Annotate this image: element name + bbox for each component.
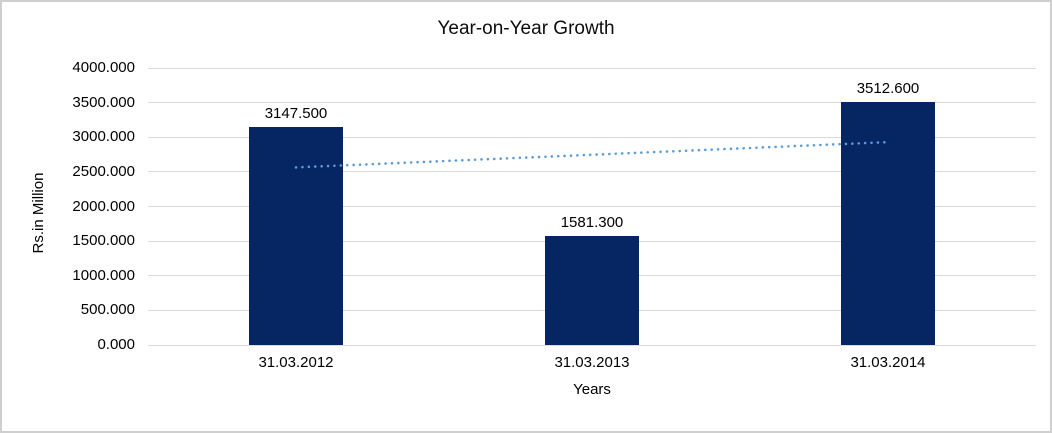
bar-value-label: 3512.600 <box>856 79 920 97</box>
y-tick-label: 3500.000 <box>72 93 135 111</box>
bar <box>841 101 935 345</box>
gridline <box>148 206 1036 207</box>
bar-value-label: 1581.300 <box>560 213 624 231</box>
x-tick-label: 31.03.2014 <box>850 354 926 371</box>
y-tick-label: 3000.000 <box>72 128 135 146</box>
gridline <box>148 171 1036 173</box>
chart-title: Year-on-Year Growth <box>437 18 615 39</box>
y-tick-label: 1000.000 <box>72 266 135 284</box>
bar <box>249 127 343 345</box>
y-tick-label: 4000.000 <box>72 59 135 76</box>
bar-value-label: 3147.500 <box>264 105 328 123</box>
y-tick-label: 0.000 <box>97 336 135 353</box>
trendline <box>294 140 890 169</box>
y-tick-label: 500.000 <box>80 301 135 319</box>
x-tick-label: 31.03.2012 <box>258 354 334 371</box>
y-tick-label: 2000.000 <box>72 197 135 215</box>
x-axis-tick-labels: 31.03.2012 31.03.2013 31.03.2014 <box>148 354 1036 374</box>
gridline <box>148 136 1036 138</box>
x-tick-label: 31.03.2013 <box>554 354 630 371</box>
plot-area: 3147.500 1581.300 3512.600 <box>148 67 1036 346</box>
trendline-path <box>294 140 890 169</box>
gridline <box>148 102 1036 104</box>
x-axis-title: Years <box>573 381 611 398</box>
bar <box>545 235 639 345</box>
y-axis-tick-labels: 0.000 500.000 1000.000 1500.000 2000.000 2500… <box>2 59 135 353</box>
y-tick-label: 1500.000 <box>72 232 135 250</box>
gridline <box>148 67 1036 69</box>
gridline <box>148 344 1036 346</box>
y-tick-label: 2500.000 <box>72 162 135 180</box>
